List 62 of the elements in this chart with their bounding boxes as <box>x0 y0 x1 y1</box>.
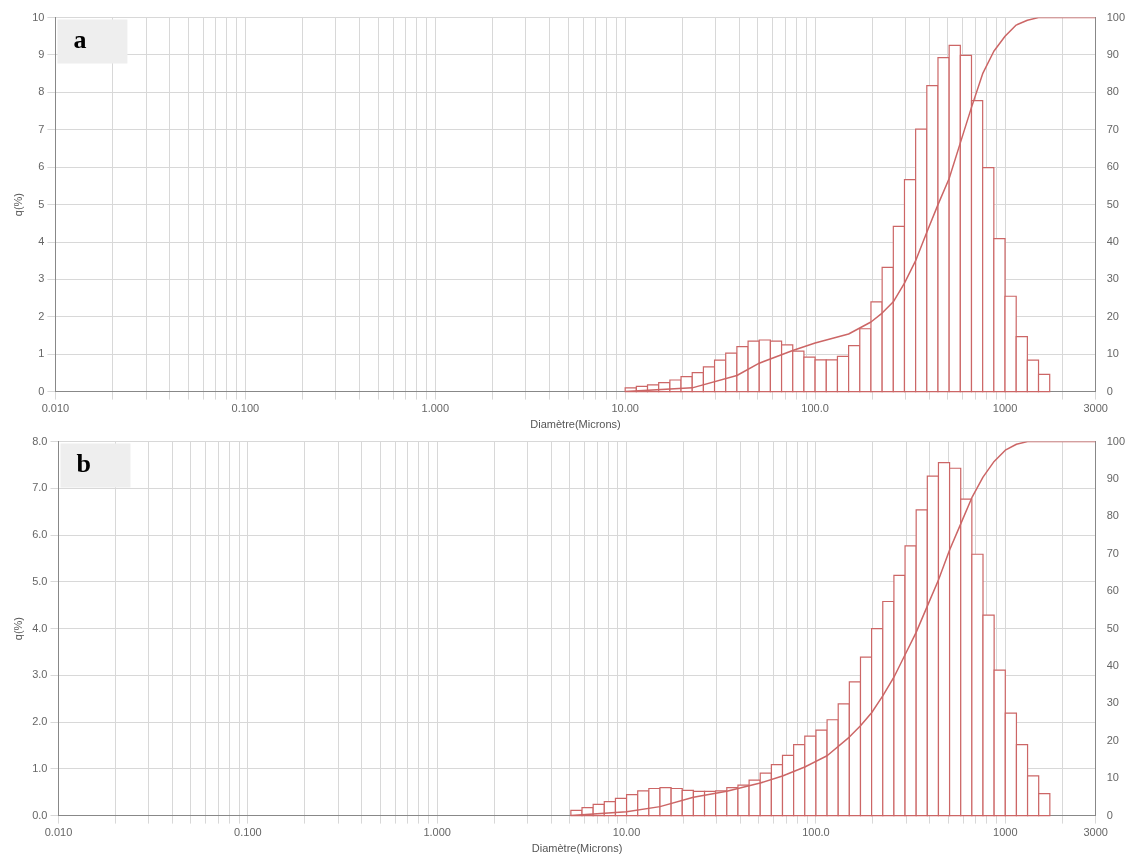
x-tick-label: 0.010 <box>41 402 70 415</box>
x-tick-label: 1000 <box>992 402 1018 415</box>
x-axis-title: Diamètre(Microns) <box>531 842 623 855</box>
y-tick-label: 3 <box>38 272 45 285</box>
y2-tick-label: 0 <box>1106 384 1113 397</box>
y-tick-label: 8 <box>38 85 45 98</box>
y2-tick-label: 40 <box>1106 235 1119 248</box>
y2-tick-label: 40 <box>1106 659 1119 672</box>
y2-tick-label: 70 <box>1106 122 1119 135</box>
y-tick-label: 5.0 <box>32 574 48 587</box>
x-tick-label: 100.0 <box>801 402 829 415</box>
y2-tick-label: 100 <box>1106 434 1126 447</box>
y-tick-label: 4 <box>38 235 45 248</box>
y-tick-label: 8.0 <box>32 434 48 447</box>
y2-tick-label: 10 <box>1106 347 1119 360</box>
y-tick-label: 6.0 <box>32 528 48 541</box>
y2-tick-label: 20 <box>1106 309 1119 322</box>
x-tick-label: 0.100 <box>231 402 260 415</box>
y-axis-title: q(%) <box>11 616 24 641</box>
y-tick-label: 0.0 <box>32 808 48 821</box>
x-tick-label: 10.00 <box>611 402 639 415</box>
y2-tick-label: 30 <box>1106 696 1119 709</box>
annotation: a <box>73 25 87 55</box>
y2-tick-label: 80 <box>1106 509 1119 522</box>
y-tick-label: 9 <box>38 48 45 61</box>
y2-tick-label: 30 <box>1106 272 1119 285</box>
y2-tick-label: 60 <box>1106 584 1119 597</box>
x-tick-label: 3000 <box>1083 826 1108 839</box>
x-tick-label: 10.00 <box>612 826 641 839</box>
y2-tick-label: 50 <box>1106 197 1119 210</box>
y2-tick-label: 50 <box>1106 621 1119 634</box>
y-tick-label: 7 <box>38 122 45 135</box>
x-axis-title: Diamètre(Microns) <box>530 418 621 431</box>
y2-tick-label: 20 <box>1106 733 1119 746</box>
y2-tick-label: 100 <box>1106 10 1126 23</box>
y-tick-label: 1 <box>38 347 45 360</box>
y2-tick-label: 0 <box>1106 808 1113 821</box>
y2-tick-label: 90 <box>1106 472 1119 485</box>
y2-tick-label: 90 <box>1106 48 1119 61</box>
y-tick-label: 2.0 <box>32 715 48 728</box>
y2-tick-label: 80 <box>1106 85 1119 98</box>
y-axis-title: q(%) <box>11 192 24 217</box>
x-tick-label: 3000 <box>1083 402 1108 415</box>
y-tick-label: 10 <box>32 10 45 23</box>
y-tick-label: 5 <box>38 197 45 210</box>
y-tick-label: 3.0 <box>32 668 48 681</box>
y-tick-label: 2 <box>38 309 45 322</box>
x-tick-label: 1.000 <box>421 402 450 415</box>
x-tick-label: 100.0 <box>802 826 830 839</box>
y2-tick-label: 10 <box>1106 771 1119 784</box>
x-tick-label: 1000 <box>993 826 1018 839</box>
x-tick-label: 0.100 <box>234 826 262 839</box>
annotation: b <box>76 449 91 479</box>
y-tick-label: 1.0 <box>32 761 48 774</box>
y-tick-label: 7.0 <box>32 481 48 494</box>
x-tick-label: 0.010 <box>44 826 73 839</box>
y2-tick-label: 60 <box>1106 160 1119 173</box>
y-tick-label: 6 <box>38 160 45 173</box>
x-tick-label: 1.000 <box>423 826 451 839</box>
y2-tick-label: 70 <box>1106 546 1119 559</box>
y-tick-label: 4.0 <box>32 621 48 634</box>
y-tick-label: 0 <box>38 384 45 397</box>
